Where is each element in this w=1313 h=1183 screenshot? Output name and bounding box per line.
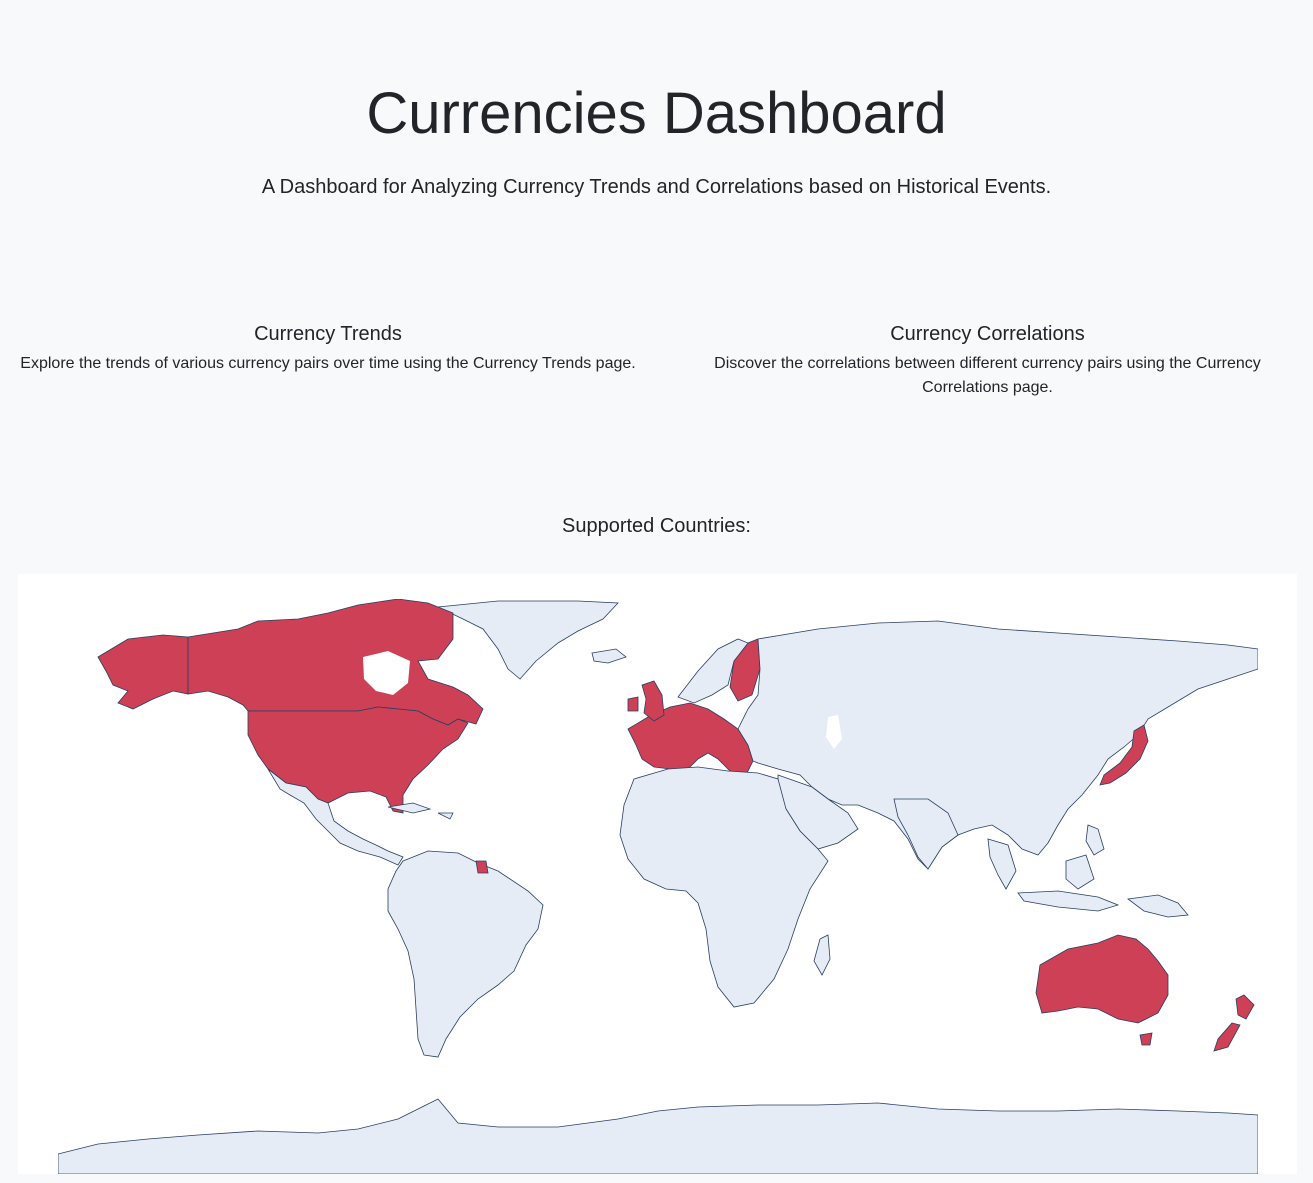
currency-correlations-description: Discover the correlations between differ… <box>714 355 1261 396</box>
map-hudson-bay <box>363 651 410 695</box>
map-uk[interactable] <box>641 680 665 722</box>
page-title: Currencies Dashboard <box>366 81 947 146</box>
world-map-svg[interactable] <box>58 599 1258 1174</box>
map-canada[interactable] <box>187 599 484 726</box>
supported-countries-label: Supported Countries: <box>561 515 751 537</box>
map-ireland[interactable] <box>627 696 639 712</box>
map-french-guiana[interactable] <box>475 860 489 874</box>
world-map[interactable] <box>18 574 1297 1174</box>
currency-correlations-card: Currency Correlations Discover the corre… <box>662 320 1313 400</box>
map-norway[interactable] <box>677 638 749 704</box>
map-alaska[interactable] <box>97 634 189 710</box>
map-south-america[interactable] <box>387 850 544 1058</box>
map-africa[interactable] <box>619 766 829 1008</box>
map-caspian-sea <box>826 715 842 749</box>
map-greenland[interactable] <box>436 600 619 680</box>
map-japan[interactable] <box>1099 724 1149 786</box>
map-antarctica[interactable] <box>58 1098 1258 1174</box>
currency-trends-description: Explore the trends of various currency p… <box>20 355 636 372</box>
map-tasmania[interactable] <box>1139 1032 1153 1046</box>
map-mexico-central-america[interactable] <box>267 768 404 866</box>
map-new-guinea[interactable] <box>1126 894 1189 918</box>
map-nordics[interactable] <box>729 638 761 702</box>
currency-trends-title: Currency Trends <box>254 323 402 345</box>
map-iceland[interactable] <box>591 648 627 664</box>
map-caribbean[interactable] <box>387 802 454 820</box>
page-subtitle: A Dashboard for Analyzing Currency Trend… <box>261 176 1052 198</box>
map-australia[interactable] <box>1035 934 1169 1024</box>
map-madagascar[interactable] <box>813 934 831 976</box>
map-philippines[interactable] <box>1085 824 1105 856</box>
map-southeast-asia[interactable] <box>987 838 1120 912</box>
map-eurasia[interactable] <box>737 620 1258 870</box>
map-india[interactable] <box>893 798 959 870</box>
currency-trends-card: Currency Trends Explore the trends of va… <box>0 320 656 376</box>
map-new-zealand[interactable] <box>1213 994 1255 1052</box>
currency-correlations-title: Currency Correlations <box>890 323 1085 345</box>
map-usa[interactable] <box>247 706 469 814</box>
